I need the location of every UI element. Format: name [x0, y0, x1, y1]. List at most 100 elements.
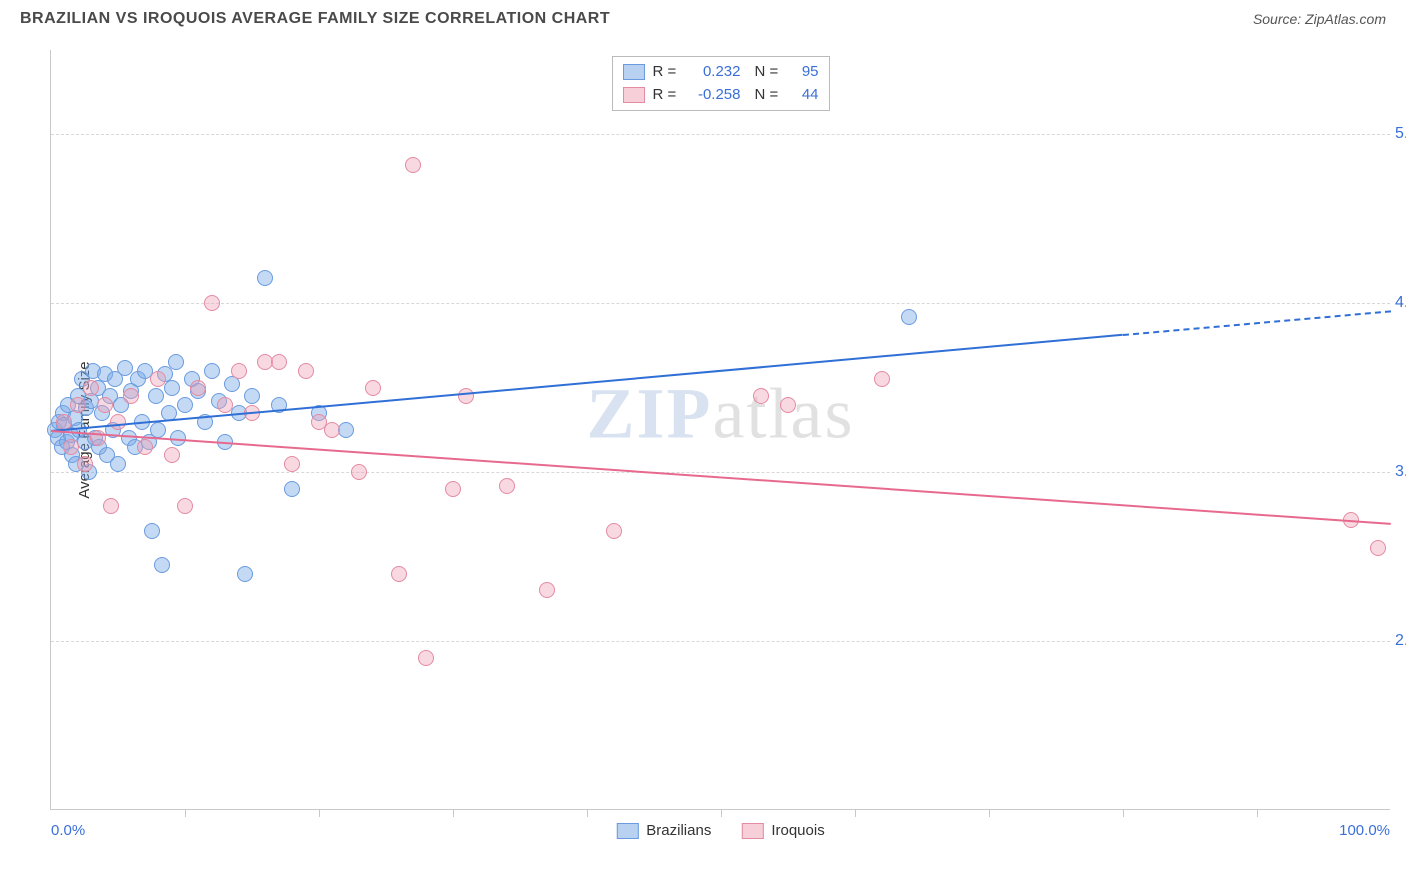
data-point: [63, 439, 79, 455]
data-point: [123, 388, 139, 404]
data-point: [204, 295, 220, 311]
data-point: [418, 650, 434, 666]
trend-line: [51, 334, 1123, 432]
n-label: N =: [755, 61, 785, 84]
data-point: [231, 363, 247, 379]
r-value-brazilians: 0.232: [689, 61, 741, 84]
n-value-iroquois: 44: [793, 84, 819, 107]
watermark-suffix: atlas: [713, 374, 855, 454]
data-point: [137, 439, 153, 455]
data-point: [110, 456, 126, 472]
data-point: [753, 388, 769, 404]
y-tick-label: 2.00: [1395, 632, 1406, 650]
x-tick: [185, 809, 186, 817]
x-tick: [989, 809, 990, 817]
x-tick: [319, 809, 320, 817]
data-point: [284, 481, 300, 497]
legend-item-iroquois: Iroquois: [741, 822, 824, 839]
data-point: [405, 157, 421, 173]
data-point: [97, 397, 113, 413]
series-legend: Brazilians Iroquois: [616, 822, 824, 839]
data-point: [271, 354, 287, 370]
data-point: [177, 397, 193, 413]
data-point: [298, 363, 314, 379]
gridline: [51, 134, 1390, 135]
x-tick: [453, 809, 454, 817]
data-point: [204, 363, 220, 379]
swatch-iroquois: [623, 87, 645, 103]
data-point: [351, 464, 367, 480]
legend-label-brazilians: Brazilians: [646, 822, 711, 839]
trend-line-extrapolated: [1123, 310, 1391, 336]
data-point: [177, 498, 193, 514]
source-prefix: Source:: [1253, 11, 1305, 27]
data-point: [244, 388, 260, 404]
data-point: [103, 498, 119, 514]
legend-label-iroquois: Iroquois: [771, 822, 824, 839]
stats-row-iroquois: R = -0.258 N = 44: [623, 84, 819, 107]
r-label: R =: [653, 84, 681, 107]
gridline: [51, 641, 1390, 642]
r-label: R =: [653, 61, 681, 84]
source-name: ZipAtlas.com: [1305, 11, 1386, 27]
x-tick: [721, 809, 722, 817]
legend-swatch-iroquois: [741, 823, 763, 839]
data-point: [150, 371, 166, 387]
data-point: [237, 566, 253, 582]
x-axis-min-label: 0.0%: [51, 822, 85, 839]
data-point: [365, 380, 381, 396]
x-tick: [1123, 809, 1124, 817]
data-point: [148, 388, 164, 404]
r-value-iroquois: -0.258: [689, 84, 741, 107]
chart-header: BRAZILIAN VS IROQUOIS AVERAGE FAMILY SIZ…: [0, 0, 1406, 34]
x-tick: [587, 809, 588, 817]
scatter-chart: Average Family Size ZIPatlas R = 0.232 N…: [50, 50, 1390, 810]
data-point: [606, 523, 622, 539]
data-point: [257, 270, 273, 286]
data-point: [150, 422, 166, 438]
data-point: [1370, 540, 1386, 556]
data-point: [284, 456, 300, 472]
data-point: [458, 388, 474, 404]
y-tick-label: 3.00: [1395, 463, 1406, 481]
y-tick-label: 5.00: [1395, 125, 1406, 143]
trend-line: [51, 430, 1391, 525]
gridline: [51, 472, 1390, 473]
watermark: ZIPatlas: [587, 373, 855, 456]
data-point: [190, 380, 206, 396]
legend-swatch-brazilians: [616, 823, 638, 839]
x-tick: [855, 809, 856, 817]
data-point: [324, 422, 340, 438]
data-point: [168, 354, 184, 370]
data-point: [391, 566, 407, 582]
source-attribution: Source: ZipAtlas.com: [1253, 11, 1386, 27]
data-point: [83, 380, 99, 396]
data-point: [110, 414, 126, 430]
stats-row-brazilians: R = 0.232 N = 95: [623, 61, 819, 84]
data-point: [154, 557, 170, 573]
data-point: [77, 456, 93, 472]
data-point: [164, 380, 180, 396]
n-value-brazilians: 95: [793, 61, 819, 84]
gridline: [51, 303, 1390, 304]
x-tick: [1257, 809, 1258, 817]
legend-item-brazilians: Brazilians: [616, 822, 711, 839]
x-axis-max-label: 100.0%: [1339, 822, 1390, 839]
data-point: [217, 397, 233, 413]
data-point: [901, 309, 917, 325]
watermark-prefix: ZIP: [587, 374, 713, 454]
data-point: [144, 523, 160, 539]
data-point: [117, 360, 133, 376]
data-point: [56, 414, 72, 430]
n-label: N =: [755, 84, 785, 107]
data-point: [780, 397, 796, 413]
data-point: [499, 478, 515, 494]
data-point: [445, 481, 461, 497]
data-point: [164, 447, 180, 463]
correlation-stats-box: R = 0.232 N = 95 R = -0.258 N = 44: [612, 56, 830, 111]
swatch-brazilians: [623, 64, 645, 80]
chart-title: BRAZILIAN VS IROQUOIS AVERAGE FAMILY SIZ…: [20, 10, 610, 28]
data-point: [539, 582, 555, 598]
y-tick-label: 4.00: [1395, 294, 1406, 312]
data-point: [70, 397, 86, 413]
